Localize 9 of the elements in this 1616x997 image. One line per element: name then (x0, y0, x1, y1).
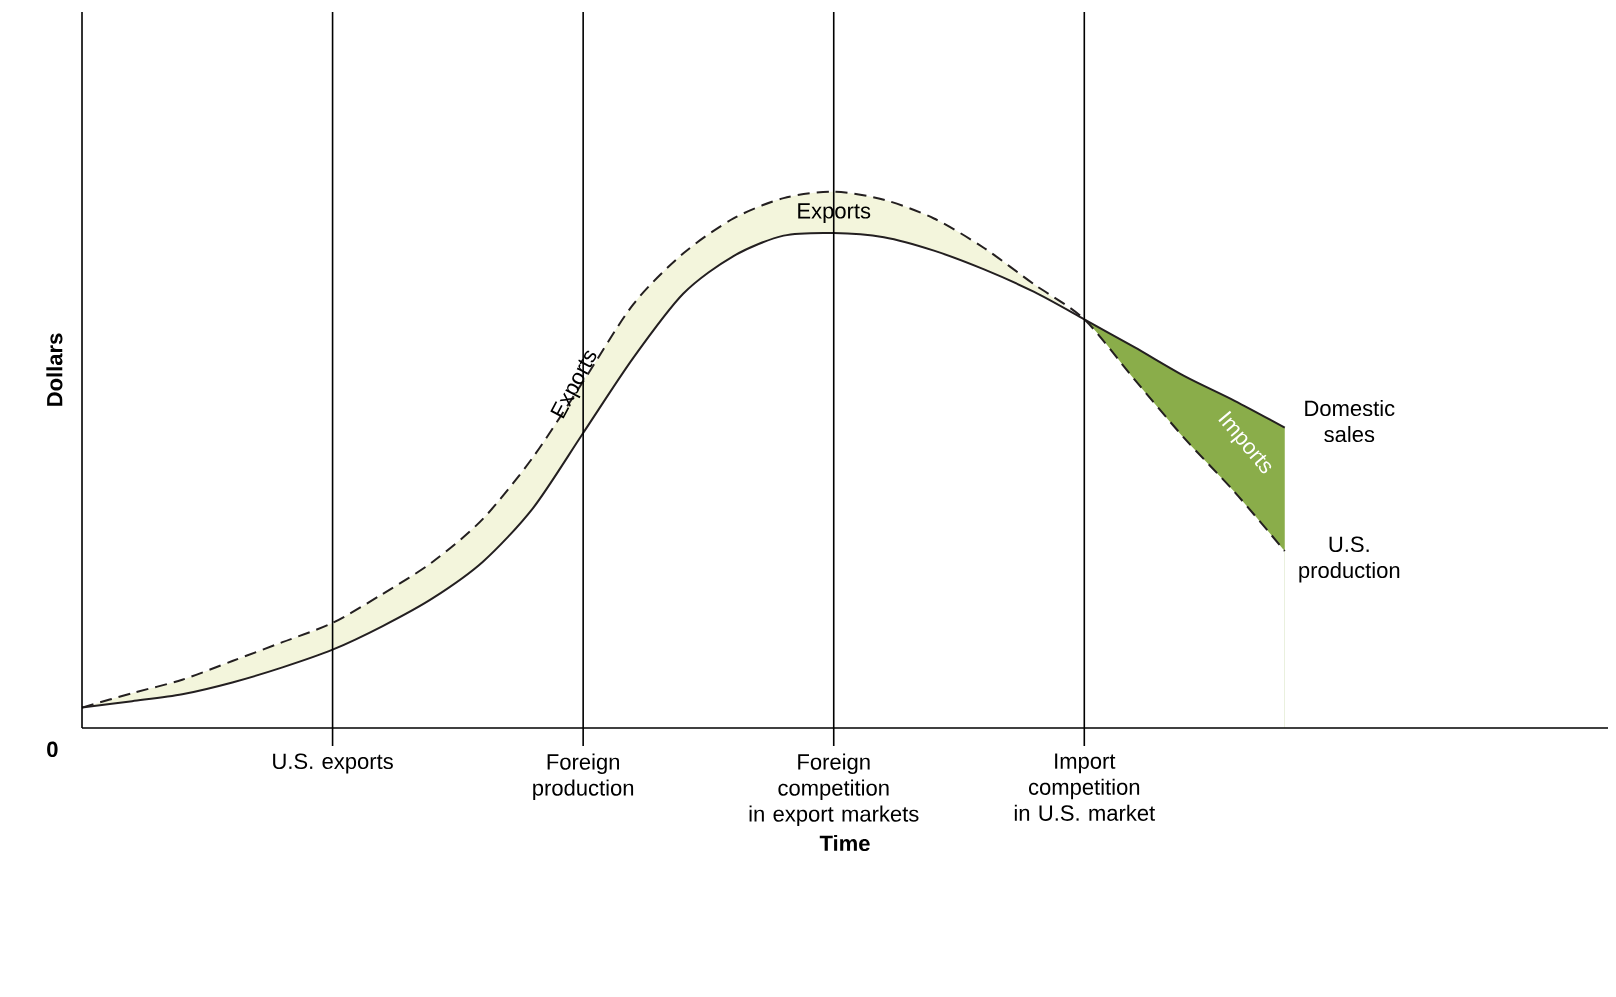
text: 0 (47, 741, 58, 758)
x-tick-label: Import competition in U.S. market (1014, 753, 1156, 821)
x-tick-label: Foreign production (533, 753, 634, 801)
x-tick-label: U.S. exports (273, 753, 393, 774)
x-tick-label: Foreign competition in export markets (749, 753, 919, 827)
y-axis-title: Dollars (46, 333, 63, 406)
series-label: U.S. production (1299, 536, 1400, 583)
series-label: Domestic sales (1305, 399, 1395, 443)
x-axis-title: Time (819, 834, 870, 852)
